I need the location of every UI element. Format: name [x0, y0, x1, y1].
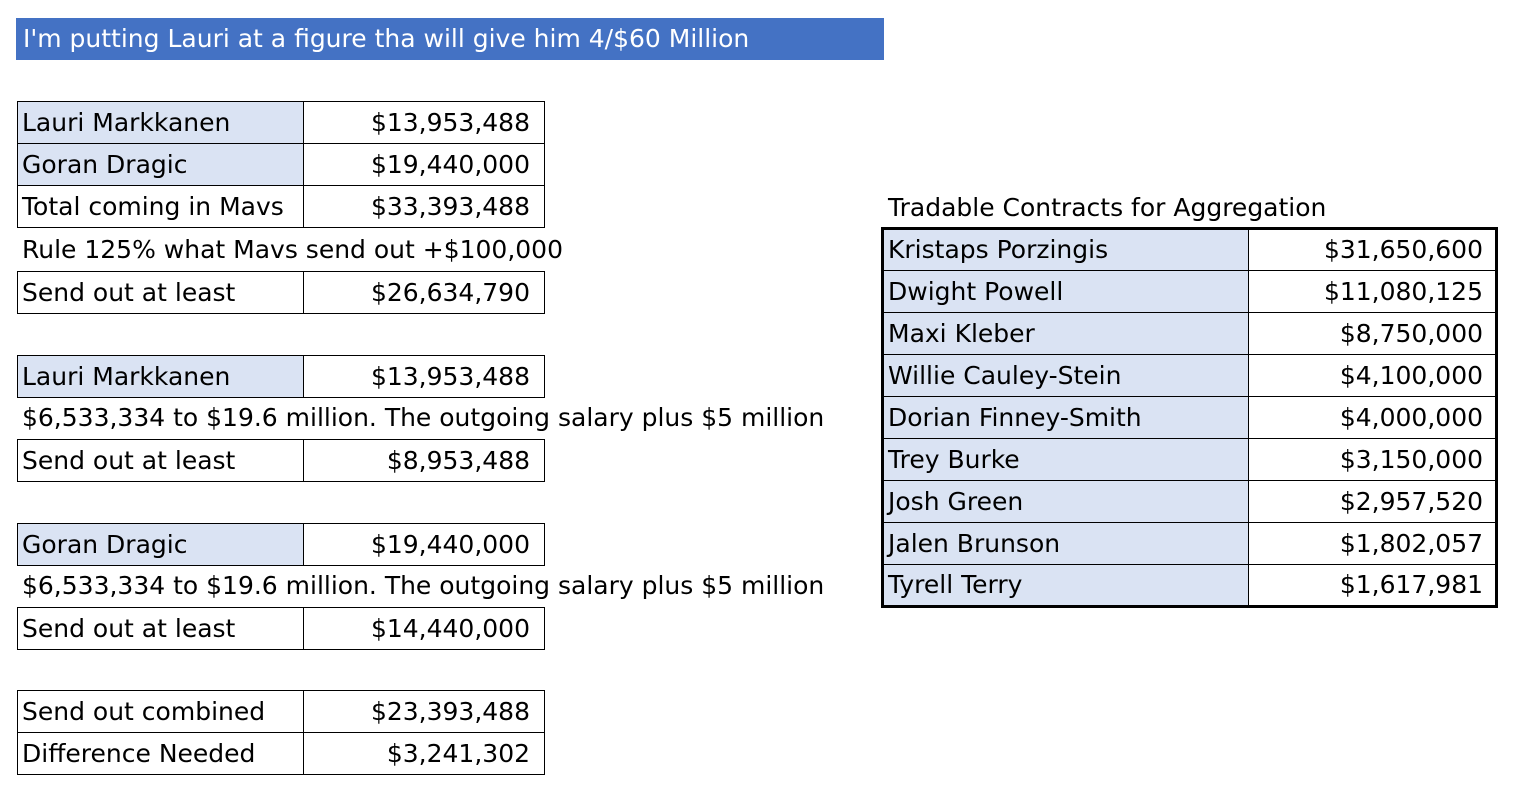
table-row: Lauri Markkanen $13,953,488	[17, 355, 545, 398]
combined-label-cell[interactable]: Send out combined	[17, 690, 304, 733]
table-row: Lauri Markkanen $13,953,488	[17, 101, 545, 144]
player-name-cell[interactable]: Dorian Finney-Smith	[882, 396, 1249, 439]
salary-cell[interactable]: $4,100,000	[1248, 354, 1497, 397]
player-name-cell[interactable]: Lauri Markkanen	[17, 101, 304, 144]
player-name-cell[interactable]: Willie Cauley-Stein	[882, 354, 1249, 397]
send-out-table-1: Send out at least $26,634,790	[17, 271, 545, 314]
salary-cell[interactable]: $19,440,000	[303, 143, 545, 186]
table-row: Dorian Finney-Smith $4,000,000	[882, 396, 1497, 439]
table-row: Josh Green $2,957,520	[882, 480, 1497, 523]
send-out-label-cell[interactable]: Send out at least	[17, 607, 304, 650]
send-out-value-cell[interactable]: $14,440,000	[303, 607, 545, 650]
send-out-label-cell[interactable]: Send out at least	[17, 439, 304, 482]
incoming-table: Lauri Markkanen $13,953,488 Goran Dragic…	[17, 101, 545, 228]
player-name-cell[interactable]: Maxi Kleber	[882, 312, 1249, 355]
lauri-send-out-table: Send out at least $8,953,488	[17, 439, 545, 482]
table-row: Difference Needed $3,241,302	[17, 732, 545, 775]
table-row: Total coming in Mavs $33,393,488	[17, 185, 545, 228]
player-name-cell[interactable]: Trey Burke	[882, 438, 1249, 481]
salary-cell[interactable]: $1,802,057	[1248, 522, 1497, 565]
table-row: Goran Dragic $19,440,000	[17, 523, 545, 566]
player-name-cell[interactable]: Kristaps Porzingis	[882, 228, 1249, 271]
table-row: Tyrell Terry $1,617,981	[882, 564, 1497, 607]
salary-cell[interactable]: $31,650,600	[1248, 228, 1497, 271]
player-name-cell[interactable]: Goran Dragic	[17, 523, 304, 566]
total-label-cell[interactable]: Total coming in Mavs	[17, 185, 304, 228]
salary-range-note: $6,533,334 to $19.6 million. The outgoin…	[22, 403, 825, 432]
player-name-cell[interactable]: Josh Green	[882, 480, 1249, 523]
lauri-table: Lauri Markkanen $13,953,488	[17, 355, 545, 398]
salary-cell[interactable]: $13,953,488	[303, 101, 545, 144]
salary-cell[interactable]: $8,750,000	[1248, 312, 1497, 355]
player-name-cell[interactable]: Dwight Powell	[882, 270, 1249, 313]
table-row: Dwight Powell $11,080,125	[882, 270, 1497, 313]
table-row: Trey Burke $3,150,000	[882, 438, 1497, 481]
salary-cell[interactable]: $11,080,125	[1248, 270, 1497, 313]
table-row: Send out at least $14,440,000	[17, 607, 545, 650]
send-out-value-cell[interactable]: $26,634,790	[303, 271, 545, 314]
header-banner: I'm putting Lauri at a figure tha will g…	[16, 18, 884, 60]
salary-cell[interactable]: $3,150,000	[1248, 438, 1497, 481]
table-row: Kristaps Porzingis $31,650,600	[882, 228, 1497, 271]
table-row: Willie Cauley-Stein $4,100,000	[882, 354, 1497, 397]
total-value-cell[interactable]: $33,393,488	[303, 185, 545, 228]
table-row: Send out at least $26,634,790	[17, 271, 545, 314]
player-name-cell[interactable]: Lauri Markkanen	[17, 355, 304, 398]
table-row: Goran Dragic $19,440,000	[17, 143, 545, 186]
salary-cell[interactable]: $2,957,520	[1248, 480, 1497, 523]
send-out-value-cell[interactable]: $8,953,488	[303, 439, 545, 482]
send-out-label-cell[interactable]: Send out at least	[17, 271, 304, 314]
goran-table: Goran Dragic $19,440,000	[17, 523, 545, 566]
tradable-title: Tradable Contracts for Aggregation	[888, 193, 1327, 222]
table-row: Jalen Brunson $1,802,057	[882, 522, 1497, 565]
player-name-cell[interactable]: Tyrell Terry	[882, 564, 1249, 607]
salary-range-note: $6,533,334 to $19.6 million. The outgoin…	[22, 571, 825, 600]
player-name-cell[interactable]: Goran Dragic	[17, 143, 304, 186]
summary-table: Send out combined $23,393,488 Difference…	[17, 690, 545, 775]
rule-note: Rule 125% what Mavs send out +$100,000	[22, 235, 563, 264]
combined-value-cell[interactable]: $23,393,488	[303, 690, 545, 733]
salary-cell[interactable]: $1,617,981	[1248, 564, 1497, 607]
tradable-table: Kristaps Porzingis $31,650,600 Dwight Po…	[881, 227, 1498, 608]
salary-cell[interactable]: $19,440,000	[303, 523, 545, 566]
table-row: Send out at least $8,953,488	[17, 439, 545, 482]
goran-send-out-table: Send out at least $14,440,000	[17, 607, 545, 650]
table-row: Send out combined $23,393,488	[17, 690, 545, 733]
salary-cell[interactable]: $13,953,488	[303, 355, 545, 398]
difference-value-cell[interactable]: $3,241,302	[303, 732, 545, 775]
table-row: Maxi Kleber $8,750,000	[882, 312, 1497, 355]
player-name-cell[interactable]: Jalen Brunson	[882, 522, 1249, 565]
difference-label-cell[interactable]: Difference Needed	[17, 732, 304, 775]
salary-cell[interactable]: $4,000,000	[1248, 396, 1497, 439]
